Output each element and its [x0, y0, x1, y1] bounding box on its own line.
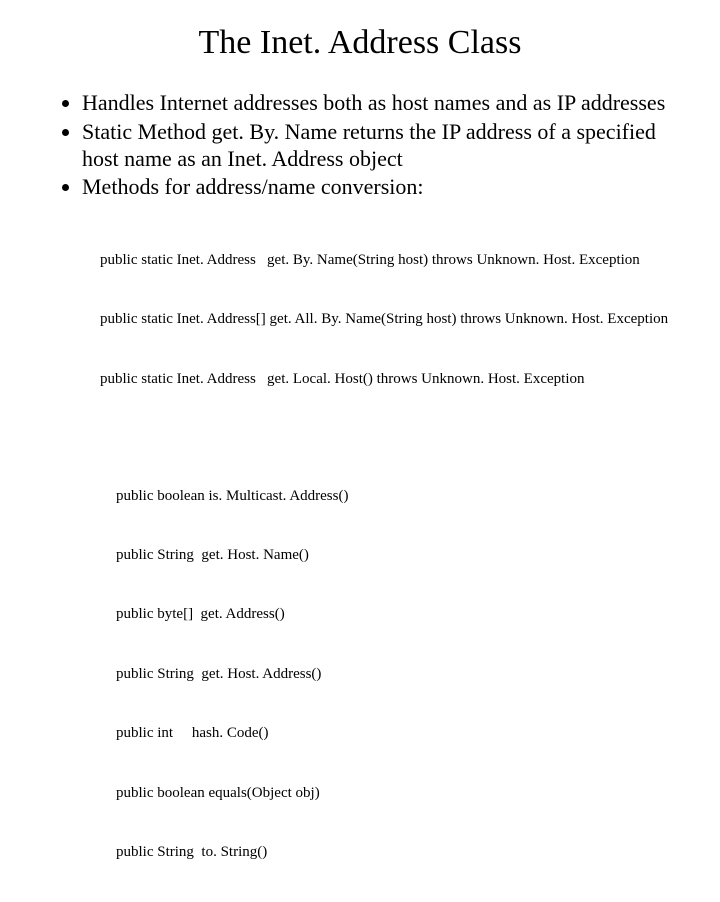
bullet-item: Handles Internet addresses both as host … — [82, 90, 672, 117]
page-title: The Inet. Address Class — [48, 24, 672, 62]
code-block-static-methods: public static Inet. Address get. By. Nam… — [100, 211, 672, 429]
code-line: public int hash. Code() — [116, 724, 672, 744]
code-line: public String to. String() — [116, 843, 672, 863]
code-line: public boolean is. Multicast. Address() — [116, 487, 672, 507]
bullet-item: Static Method get. By. Name returns the … — [82, 119, 672, 173]
bullet-item: Methods for address/name conversion: — [82, 174, 672, 201]
code-line: public String get. Host. Name() — [116, 546, 672, 566]
code-line: public boolean equals(Object obj) — [116, 784, 672, 804]
bullet-list: Handles Internet addresses both as host … — [48, 90, 672, 201]
code-line: public String get. Host. Address() — [116, 665, 672, 685]
code-line: public byte[] get. Address() — [116, 605, 672, 625]
code-block-instance-methods: public boolean is. Multicast. Address() … — [116, 447, 672, 902]
code-line: public static Inet. Address[] get. All. … — [100, 310, 672, 330]
code-line: public static Inet. Address get. Local. … — [100, 370, 672, 390]
code-line: public static Inet. Address get. By. Nam… — [100, 251, 672, 271]
slide: The Inet. Address Class Handles Internet… — [0, 0, 720, 540]
